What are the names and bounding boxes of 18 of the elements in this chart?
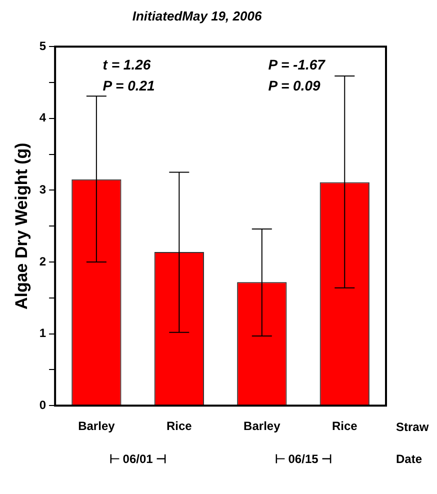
x-tick-label: Rice: [332, 419, 358, 434]
y-axis-title: Algae Dry Weight (g): [12, 142, 31, 310]
text: Straw: [396, 420, 430, 434]
y-tick-label: 2: [39, 254, 46, 268]
y-tick-label: 1: [39, 326, 46, 340]
y-tick-label: 5: [39, 38, 46, 53]
x-tick-label: Barley: [244, 419, 281, 434]
annotation: t = 1.26 P = 0.21: [102, 56, 156, 94]
text: ⊢ 06/01 ⊣: [109, 452, 166, 466]
y-tick-label: 3: [39, 182, 46, 197]
annotation: P = -1.67 P = 0.09: [268, 56, 326, 94]
x-tick-label: Barley: [78, 419, 116, 434]
x-tick-label: Rice: [166, 419, 192, 434]
chart-title: InitiatedMay 19, 2006: [132, 8, 262, 24]
text: Date: [396, 452, 422, 466]
text: ⊢ 06/15 ⊣: [274, 452, 332, 466]
y-tick-label: 0: [39, 398, 46, 412]
y-tick-label: 4: [39, 110, 46, 125]
